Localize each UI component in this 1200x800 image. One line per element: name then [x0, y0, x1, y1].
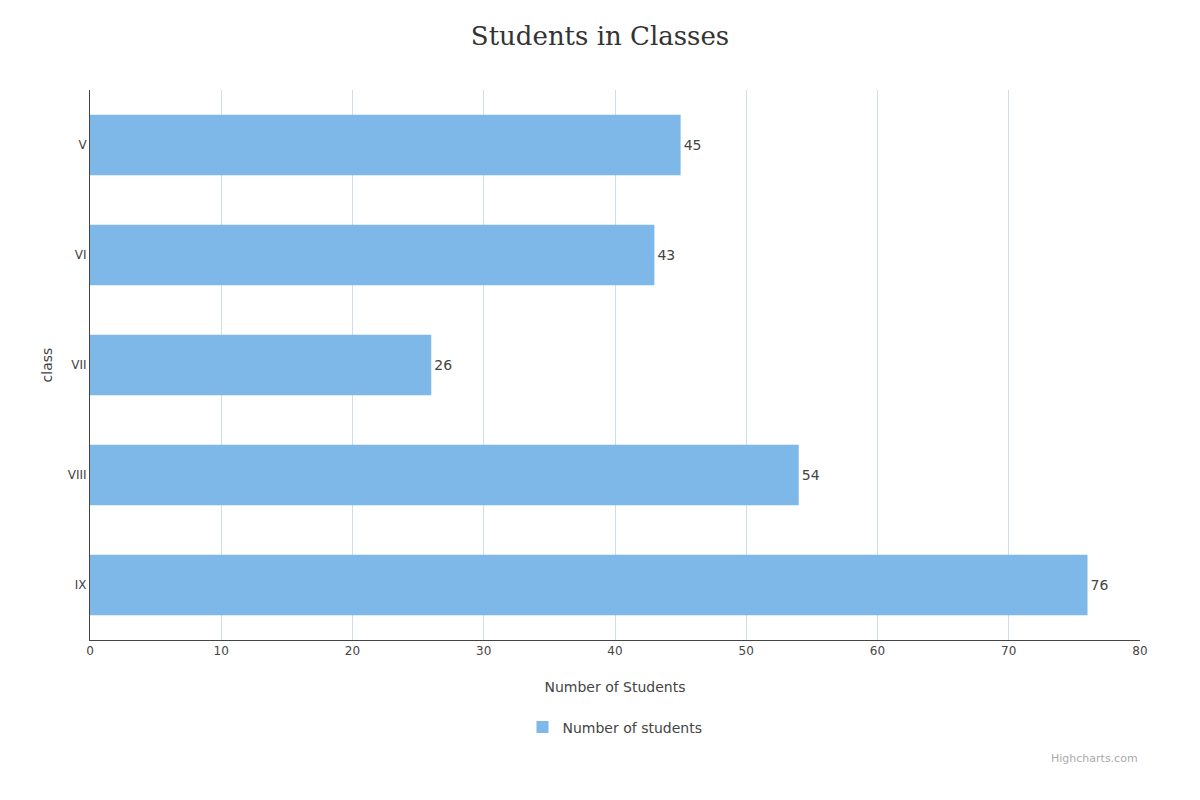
svg-text:40: 40	[607, 644, 622, 658]
svg-text:70: 70	[1001, 644, 1016, 658]
svg-text:IX: IX	[75, 578, 87, 592]
svg-text:50: 50	[739, 644, 754, 658]
svg-text:60: 60	[870, 644, 885, 658]
svg-text:43: 43	[657, 247, 675, 263]
svg-text:Students in Classes: Students in Classes	[471, 21, 729, 51]
svg-text:54: 54	[802, 467, 820, 483]
svg-text:VIII: VIII	[68, 468, 87, 482]
svg-text:45: 45	[684, 137, 702, 153]
svg-text:VI: VI	[75, 248, 87, 262]
svg-text:V: V	[78, 138, 87, 152]
svg-text:class: class	[39, 348, 55, 383]
svg-text:20: 20	[345, 644, 360, 658]
svg-text:26: 26	[434, 357, 452, 373]
svg-text:Highcharts.com: Highcharts.com	[1051, 752, 1138, 765]
svg-text:76: 76	[1091, 577, 1109, 593]
svg-text:Number of students: Number of students	[563, 720, 702, 736]
svg-text:Number of Students: Number of Students	[544, 679, 685, 695]
svg-text:80: 80	[1132, 644, 1147, 658]
svg-text:VII: VII	[71, 358, 86, 372]
svg-text:0: 0	[86, 644, 94, 658]
svg-text:10: 10	[214, 644, 229, 658]
svg-text:30: 30	[476, 644, 491, 658]
